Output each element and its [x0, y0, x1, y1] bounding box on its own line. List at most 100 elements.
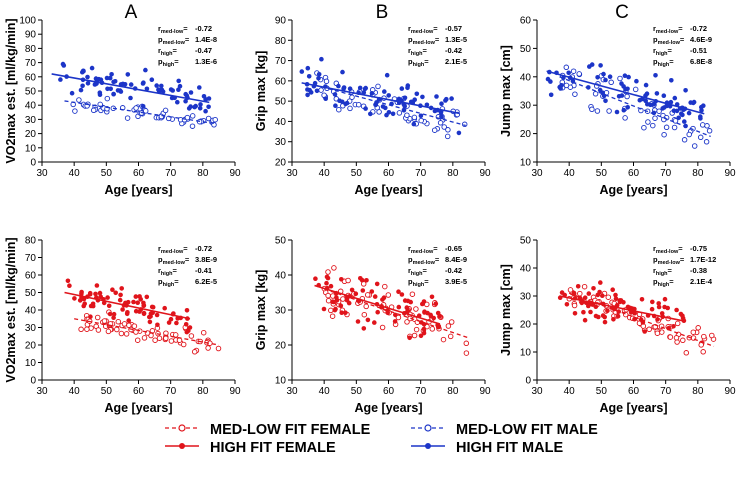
data-point-high — [433, 301, 439, 307]
data-point-medlow — [413, 326, 420, 333]
data-point-high — [125, 72, 131, 77]
data-point-medlow — [115, 318, 122, 325]
y-tick-label: 40 — [25, 306, 37, 317]
legend-swatch-marker — [424, 424, 432, 432]
scatter-points — [557, 280, 717, 356]
stat-value: 2.1E-5 — [445, 57, 467, 66]
data-point-medlow — [638, 107, 644, 114]
stat-equals: = — [423, 46, 428, 55]
stat-name: r — [408, 266, 411, 275]
stat-value: 6.8E-8 — [690, 57, 712, 66]
data-point-high — [364, 278, 369, 283]
data-point-medlow — [663, 124, 670, 131]
data-point-medlow — [617, 75, 623, 82]
stat-value: -0.72 — [690, 24, 707, 33]
scatter-points — [58, 61, 218, 129]
data-point-medlow — [364, 292, 371, 298]
y-tick-label: 20 — [275, 341, 287, 352]
x-tick-label: 30 — [531, 168, 543, 179]
x-tick-label: 70 — [415, 168, 427, 179]
data-point-high — [79, 289, 84, 295]
data-point-medlow — [325, 297, 332, 304]
stat-equals: = — [678, 244, 683, 253]
data-point-medlow — [345, 277, 351, 284]
y-tick-label: 50 — [25, 288, 37, 299]
data-point-high — [313, 276, 318, 282]
data-point-high — [89, 65, 95, 71]
data-point-high — [701, 103, 706, 108]
stat-label: rhigh= — [653, 266, 673, 277]
y-tick-label: 40 — [275, 117, 287, 128]
y-tick-label: 80 — [25, 236, 37, 247]
data-point-high — [197, 106, 203, 111]
data-point-medlow — [114, 326, 120, 333]
data-point-high — [679, 111, 684, 116]
x-tick-label: 50 — [596, 386, 608, 397]
data-point-high — [343, 310, 348, 316]
data-point-medlow — [652, 115, 658, 121]
legend-item-high-male: HIGH FIT MALE — [411, 440, 563, 456]
x-tick-label: 60 — [133, 168, 145, 179]
data-point-medlow — [409, 291, 416, 297]
y-axis-label: Jump max [cm] — [499, 45, 513, 137]
data-point-high — [144, 294, 150, 300]
data-point-high — [61, 63, 67, 68]
data-point-medlow — [594, 108, 601, 114]
data-point-high — [369, 289, 375, 294]
data-point-medlow — [703, 139, 710, 145]
data-point-medlow — [382, 283, 388, 290]
data-point-high — [386, 93, 392, 98]
data-point-medlow — [411, 332, 418, 339]
data-point-high — [141, 80, 146, 85]
data-point-medlow — [608, 79, 614, 86]
data-point-high — [85, 81, 91, 86]
data-point-high — [353, 291, 359, 297]
stat-equals: = — [424, 277, 429, 286]
data-point-high — [306, 74, 312, 79]
y-tick-label: 30 — [25, 323, 37, 334]
data-point-medlow — [680, 337, 686, 344]
data-point-medlow — [131, 323, 138, 329]
stat-equals: = — [435, 255, 440, 264]
stat-equals: = — [669, 277, 674, 286]
data-point-medlow — [572, 91, 578, 97]
data-point-high — [399, 292, 405, 297]
stat-name: p — [408, 35, 413, 44]
data-point-high — [589, 62, 595, 67]
legend: MED-LOW FIT FEMALE HIGH FIT FEMALE MED-L… — [165, 422, 598, 456]
x-tick-label: 90 — [479, 386, 491, 397]
data-point-medlow — [94, 314, 101, 321]
data-point-high — [434, 94, 439, 99]
data-point-medlow — [347, 105, 353, 112]
data-point-medlow — [158, 113, 165, 120]
data-point-high — [637, 97, 643, 103]
data-point-high — [111, 91, 116, 97]
data-point-medlow — [101, 318, 108, 324]
stat-value: -0.42 — [445, 266, 462, 275]
data-point-high — [649, 306, 655, 312]
data-point-high — [186, 106, 192, 111]
x-tick-label: 50 — [596, 168, 608, 179]
data-point-medlow — [671, 124, 678, 131]
stat-subscript: med-low — [656, 249, 679, 255]
data-point-high — [595, 292, 601, 298]
data-point-high — [369, 91, 375, 96]
chart-female-jump: 30 40 50 60 70 80 90 0 10 20 30 40 50 Age [years] Jump… — [499, 236, 736, 416]
stat-equals: = — [680, 35, 685, 44]
data-point-high — [108, 86, 113, 92]
stat-value: 8.4E-9 — [445, 255, 467, 264]
data-point-medlow — [95, 327, 102, 333]
data-point-high — [333, 103, 338, 108]
stat-subscript: high — [163, 62, 175, 68]
stat-name: r — [158, 46, 161, 55]
stat-equals: = — [173, 266, 178, 275]
data-point-high — [314, 88, 320, 94]
data-point-high — [656, 301, 661, 306]
data-point-high — [120, 307, 125, 312]
data-point-high — [175, 99, 180, 105]
y-tick-label: 40 — [520, 264, 532, 275]
y-tick-label: 20 — [520, 320, 532, 331]
data-point-high — [402, 95, 408, 101]
data-point-medlow — [440, 336, 447, 343]
data-point-high — [119, 286, 124, 291]
